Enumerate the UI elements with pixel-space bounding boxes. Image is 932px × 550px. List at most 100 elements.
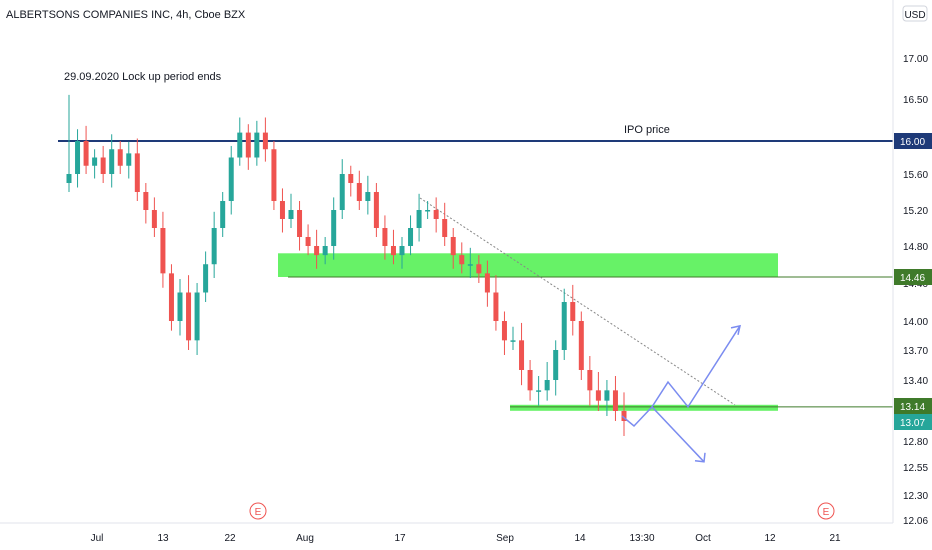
candle-body	[561, 302, 567, 350]
candle	[416, 193, 422, 242]
candle-body	[75, 141, 81, 174]
candle	[450, 228, 456, 269]
candle-body	[621, 411, 627, 421]
candle-body	[467, 264, 473, 266]
projection-path	[621, 325, 741, 428]
price-tag: 16.00	[894, 133, 932, 149]
candle-body	[160, 228, 166, 274]
candle-body	[578, 321, 584, 370]
candle	[365, 175, 371, 215]
candle-body	[553, 350, 559, 380]
y-tick-label: 15.20	[903, 206, 928, 217]
candle	[194, 283, 200, 355]
candle-body	[536, 390, 542, 392]
candle	[245, 124, 251, 170]
candle	[297, 201, 303, 251]
candle-body	[416, 210, 422, 228]
y-tick-label: 12.55	[903, 463, 928, 474]
candle-body	[356, 183, 362, 201]
earnings-marker-1[interactable]: E	[249, 502, 267, 520]
earnings-marker-2[interactable]: E	[817, 502, 835, 520]
x-tick-label: 17	[394, 533, 406, 544]
candle	[484, 260, 490, 307]
x-tick-label: 22	[224, 533, 236, 544]
candle-body	[92, 157, 98, 166]
y-tick-label: 13.70	[903, 346, 928, 357]
candle	[408, 215, 414, 256]
candle	[578, 311, 584, 380]
x-tick-label: 14	[574, 533, 586, 544]
price-axis[interactable]: USD 17.0016.5016.0015.6015.2014.8014.401…	[892, 0, 928, 527]
candle	[322, 237, 328, 265]
candle-body	[134, 153, 140, 192]
candle-body	[604, 390, 610, 401]
candle-body	[459, 255, 465, 265]
x-tick-label: Aug	[296, 533, 314, 544]
y-tick-label: 12.06	[903, 516, 928, 527]
candle-body	[331, 210, 337, 246]
candle	[433, 197, 439, 233]
projection-arrowhead	[730, 324, 741, 335]
candle	[203, 251, 209, 302]
candle-body	[408, 228, 414, 246]
chart-title: ALBERTSONS COMPANIES INC, 4h, Cboe BZX	[6, 9, 246, 21]
candle	[168, 264, 174, 331]
candle	[92, 149, 98, 179]
x-tick-label: Sep	[496, 533, 514, 544]
x-tick-label: Jul	[91, 533, 104, 544]
candle	[109, 134, 115, 188]
candle-body	[186, 292, 192, 341]
y-tick-label: 14.80	[903, 242, 928, 253]
candle	[621, 392, 627, 436]
candle	[373, 183, 379, 237]
candle	[126, 141, 132, 179]
candle-body	[510, 340, 516, 342]
y-tick-label: 12.80	[903, 437, 928, 448]
candle	[595, 372, 601, 411]
candle	[459, 242, 465, 274]
candle	[561, 288, 567, 360]
price-tag-bg	[894, 414, 932, 430]
candle	[279, 188, 285, 233]
candle-body	[382, 228, 388, 246]
candle-body	[194, 292, 200, 341]
candle	[220, 192, 226, 237]
candle	[288, 193, 294, 228]
candle-body	[177, 292, 183, 321]
candle-body	[612, 390, 618, 411]
x-tick-label: 12	[764, 533, 776, 544]
candle	[356, 170, 362, 210]
candle	[604, 380, 610, 416]
candle	[612, 376, 618, 421]
price-tag: 13.07	[894, 414, 932, 430]
candle-body	[373, 192, 379, 228]
candle-body	[203, 264, 209, 293]
candle-body	[450, 237, 456, 256]
horizontal-levels	[58, 140, 893, 408]
candle-body	[433, 210, 439, 219]
candle-body	[476, 264, 482, 274]
candle	[160, 211, 166, 288]
support-zone	[510, 404, 778, 411]
time-axis[interactable]: Jul 13 22 Aug 17 Sep 14 13:30 Oct 12 21	[0, 522, 893, 544]
candle	[501, 311, 507, 355]
candle-body	[493, 292, 499, 321]
candle	[510, 326, 516, 350]
candle	[339, 159, 345, 219]
currency-badge[interactable]	[902, 5, 928, 22]
x-tick-label: 13	[157, 533, 169, 544]
candle-body	[271, 149, 277, 201]
candle	[442, 202, 448, 246]
price-tag-bg	[894, 269, 932, 285]
y-tick-label: 12.30	[903, 491, 928, 502]
ipo-price-label: IPO price	[624, 124, 670, 136]
candle-body	[339, 174, 345, 210]
trendline	[419, 197, 736, 406]
candle-body	[126, 153, 132, 166]
candle-body	[595, 390, 601, 401]
currency-label: USD	[904, 10, 925, 21]
candle	[467, 247, 473, 278]
candle-body	[211, 228, 217, 265]
projection-alt-arrowhead	[694, 452, 706, 463]
